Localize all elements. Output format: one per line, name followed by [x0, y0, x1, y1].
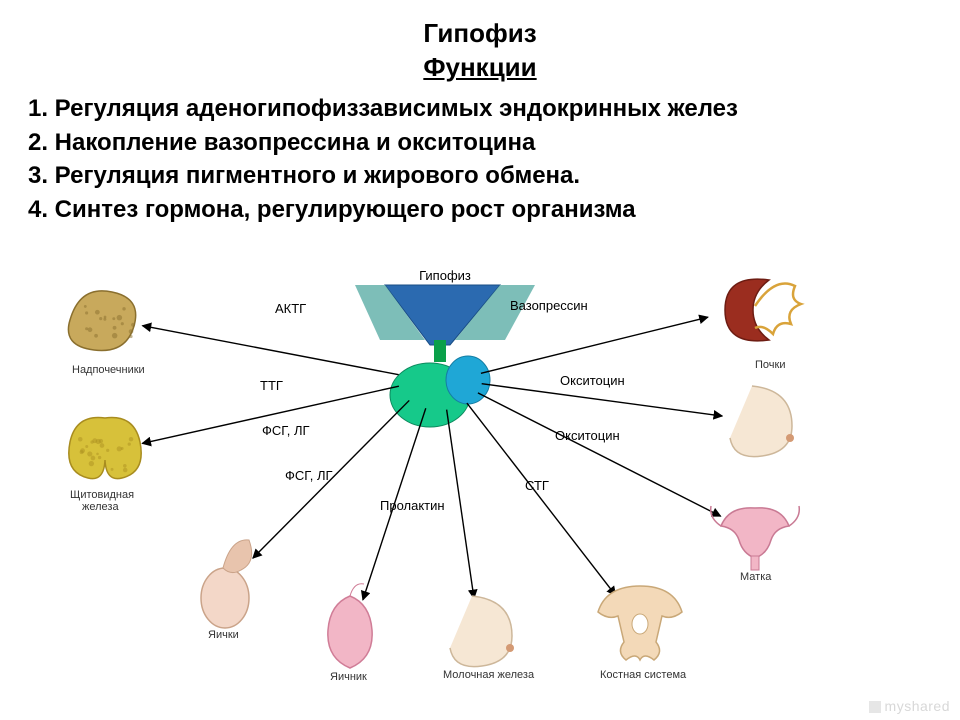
svg-text:Костная система: Костная система [600, 669, 687, 681]
svg-text:Вазопрессин: Вазопрессин [510, 298, 588, 313]
svg-text:Окситоцин: Окситоцин [555, 428, 620, 443]
svg-text:Пролактин: Пролактин [380, 498, 445, 513]
svg-text:Яичник: Яичник [330, 671, 367, 683]
svg-text:Матка: Матка [740, 571, 772, 583]
svg-text:АКТГ: АКТГ [275, 301, 306, 316]
watermark: myshared [869, 698, 950, 714]
diagram: Гипофиз АКТГ Надпочечники ТТГ Щитовиднаяжеле… [0, 250, 960, 720]
svg-text:Окситоцин: Окситоцин [560, 373, 625, 388]
svg-text:железа: железа [82, 501, 119, 513]
functions-list: 1. Регуляция аденогипофиззависимых эндок… [28, 92, 738, 226]
watermark-icon [869, 701, 881, 713]
svg-text:Гипофиз: Гипофиз [419, 268, 471, 283]
svg-text:Яички: Яички [208, 629, 239, 641]
svg-text:Надпочечники: Надпочечники [72, 364, 145, 376]
diagram-svg: Гипофиз АКТГ Надпочечники ТТГ Щитовиднаяжеле… [0, 250, 960, 720]
list-item: 4. Синтез гормона, регулирующего рост ор… [28, 193, 738, 227]
list-item: 3. Регуляция пигментного и жирового обме… [28, 159, 738, 193]
page-root: Гипофиз Функции 1. Регуляция аденогипофи… [0, 0, 960, 720]
list-item: 2. Накопление вазопрессина и окситоцина [28, 126, 738, 160]
list-item: 1. Регуляция аденогипофиззависимых эндок… [28, 92, 738, 126]
svg-text:Почки: Почки [755, 359, 785, 371]
svg-text:ФСГ, ЛГ: ФСГ, ЛГ [262, 423, 310, 438]
svg-text:ТТГ: ТТГ [260, 378, 283, 393]
watermark-text: myshared [885, 698, 950, 714]
svg-text:ФСГ, ЛГ: ФСГ, ЛГ [285, 468, 333, 483]
svg-text:Щитовидная: Щитовидная [70, 489, 134, 501]
svg-text:Молочная железа: Молочная железа [443, 669, 535, 681]
page-title: Гипофиз [0, 18, 960, 49]
svg-text:СТГ: СТГ [525, 478, 549, 493]
page-subtitle: Функции [0, 52, 960, 83]
